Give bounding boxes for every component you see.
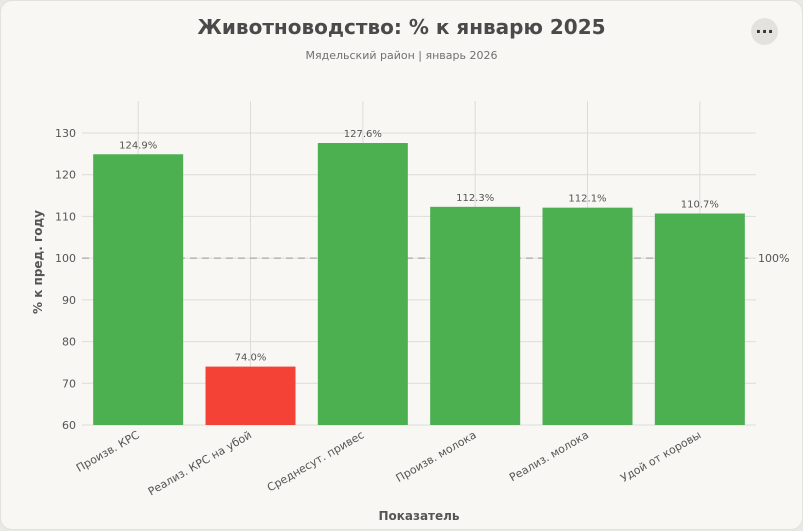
bar-value-label: 74.0% bbox=[235, 353, 267, 364]
x-tick-label: Произв. КРС bbox=[74, 428, 142, 475]
y-tick-label: 120 bbox=[55, 169, 76, 182]
x-tick-label: Среднесут. привес bbox=[265, 428, 366, 494]
chart-title: Животноводство: % к январю 2025 bbox=[197, 15, 606, 39]
y-axis-title: % к пред. году bbox=[31, 210, 45, 314]
bar-value-label: 112.3% bbox=[456, 193, 494, 204]
x-tick-label: Реализ. КРС на убой bbox=[146, 428, 254, 498]
x-tick-label: Реализ. молока bbox=[507, 428, 591, 484]
more-options-button[interactable]: ··· bbox=[751, 18, 778, 45]
bar bbox=[654, 213, 745, 425]
y-tick-label: 90 bbox=[62, 294, 76, 307]
x-tick-label: Удой от коровы bbox=[618, 428, 703, 485]
y-tick-label: 70 bbox=[62, 377, 76, 390]
more-icon: ··· bbox=[755, 21, 774, 41]
reference-line-group: 100% bbox=[82, 252, 789, 265]
y-tick-label: 100 bbox=[55, 252, 76, 265]
bars bbox=[93, 143, 745, 426]
reference-line-label: 100% bbox=[758, 252, 789, 265]
bar-value-label: 110.7% bbox=[681, 200, 719, 211]
y-tick-label: 80 bbox=[62, 336, 76, 349]
data-labels: 124.9% 74.0% 127.6% 112.3% 112.1% 110.7% bbox=[119, 129, 719, 364]
bar-value-label: 112.1% bbox=[568, 194, 606, 205]
y-tick-labels: 60 70 80 90 100 110 120 130 bbox=[55, 127, 76, 432]
y-tick-label: 130 bbox=[55, 127, 76, 140]
x-axis-title: Показатель bbox=[378, 509, 459, 523]
bar bbox=[93, 154, 184, 425]
bar-value-label: 124.9% bbox=[119, 140, 157, 151]
bar bbox=[430, 206, 521, 425]
x-tick-labels: Произв. КРС Реализ. КРС на убой Среднесут.… bbox=[74, 428, 703, 498]
bar bbox=[317, 143, 408, 426]
y-tick-label: 110 bbox=[55, 210, 76, 223]
x-tick-label: Произв. молока bbox=[394, 428, 479, 485]
bar-value-label: 127.6% bbox=[344, 129, 382, 140]
y-tick-label: 60 bbox=[62, 419, 76, 432]
chart-subtitle: Мядельский район | январь 2026 bbox=[305, 49, 498, 62]
bar bbox=[205, 366, 296, 425]
bar bbox=[542, 207, 633, 425]
